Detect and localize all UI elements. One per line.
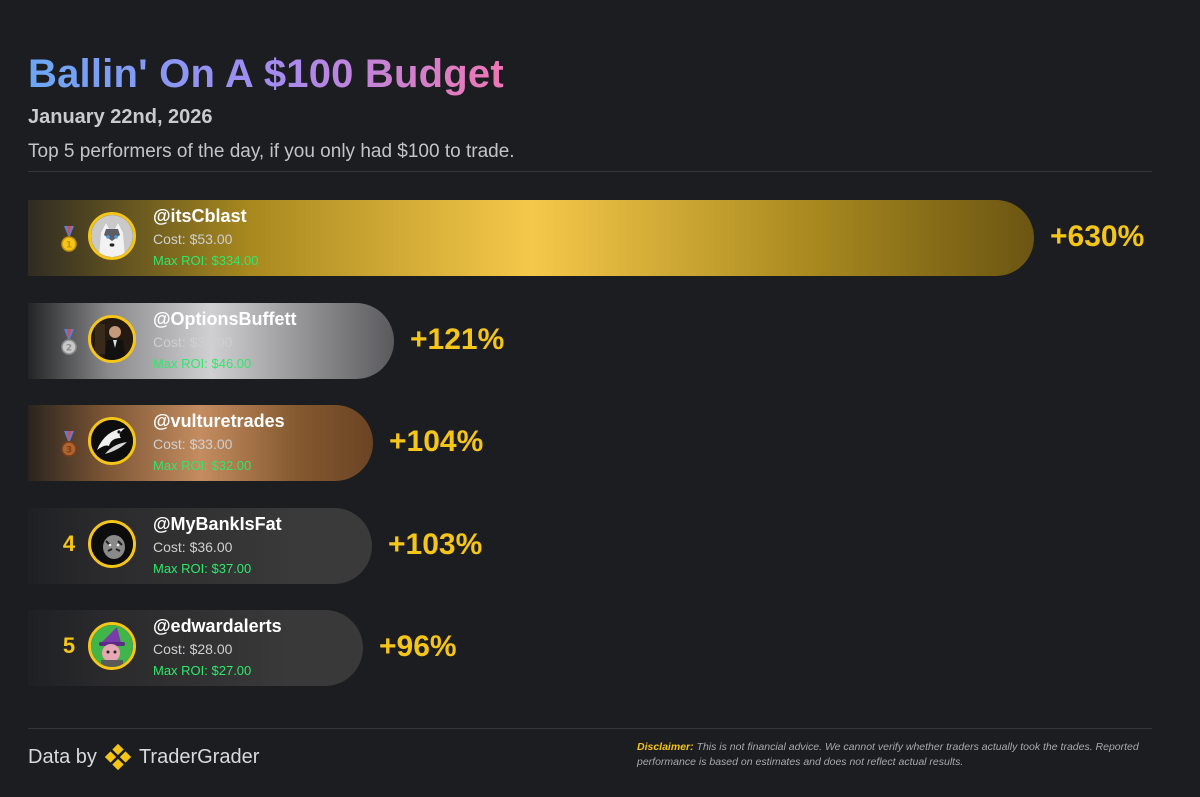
- percent-gain-label: +630%: [1050, 220, 1145, 253]
- max-roi: Max ROI: $27.00: [153, 663, 252, 678]
- header-divider: [28, 171, 1152, 172]
- eagle-avatar: [88, 417, 136, 465]
- tiger-avatar: [88, 519, 136, 568]
- bar-rank-5: [28, 610, 363, 686]
- trade-cost: Cost: $38.00: [153, 333, 233, 350]
- bar-rank-1: [28, 200, 1034, 276]
- page-subtitle: Top 5 performers of the day, if you only…: [28, 141, 515, 162]
- trader-handle: @edwardalerts: [153, 616, 282, 636]
- svg-text:1: 1: [66, 241, 72, 251]
- trader-handle: @itsCblast: [153, 206, 247, 226]
- percent-gain-label: +104%: [389, 425, 484, 458]
- svg-text:2: 2: [66, 343, 72, 353]
- trade-cost: Cost: $33.00: [153, 436, 233, 452]
- disclaimer: Disclaimer: This is not financial advice…: [637, 740, 1157, 770]
- wizard-avatar: [88, 622, 136, 670]
- report-date: January 22nd, 2026: [28, 106, 213, 128]
- husky-dog-avatar: [88, 212, 136, 260]
- leaderboard-row: 3 @vulturetrades Cost: $33.00 Max ROI: $32.…: [28, 405, 513, 481]
- trade-cost: Cost: $53.00: [153, 231, 233, 247]
- max-roi: Max ROI: $334.00: [153, 253, 259, 268]
- bar-rank-4: [28, 507, 372, 584]
- max-roi: Max ROI: $37.00: [153, 560, 252, 576]
- leaderboard-row: 5 @edwardalerts Cost: $28.00 Max ROI: $27.0…: [28, 610, 503, 686]
- svg-text:3: 3: [66, 446, 72, 456]
- trader-handle: @MyBankIsFat: [153, 513, 282, 534]
- trader-handle: @vulturetrades: [153, 411, 285, 431]
- percent-gain-label: +96%: [379, 630, 457, 663]
- disclaimer-text: This is not financial advice. We cannot …: [637, 741, 1139, 768]
- rank-number: 5: [62, 633, 76, 658]
- bronze-medal-icon: 3: [58, 431, 80, 461]
- max-roi: Max ROI: $32.00: [153, 458, 252, 473]
- data-attribution: Data by TraderGrader: [28, 744, 259, 770]
- brand-name: TraderGrader: [138, 745, 260, 768]
- trade-cost: Cost: $28.00: [153, 641, 233, 657]
- trade-cost: Cost: $36.00: [153, 538, 233, 555]
- disclaimer-label: Disclaimer:: [637, 741, 694, 753]
- leaderboard-row: 4 @MyBankIsFat Cost: $36.00 Max ROI: $37.00…: [28, 507, 512, 584]
- data-by-label: Data by: [28, 745, 97, 768]
- gold-medal-icon: 1: [58, 226, 80, 256]
- rank-number: 4: [62, 530, 76, 556]
- percent-gain-label: +103%: [388, 527, 483, 561]
- trader-handle: @OptionsBuffett: [153, 308, 297, 329]
- percent-gain-label: +121%: [410, 322, 505, 356]
- bar-rank-3: [28, 405, 373, 481]
- footer-divider: [28, 728, 1152, 729]
- max-roi: Max ROI: $46.00: [153, 355, 252, 371]
- leaderboard-row: 2 @OptionsBuffett Cost: $38.00 Max ROI: $46…: [28, 302, 534, 379]
- tradergrader-logo-icon: [104, 744, 131, 770]
- leaderboard-row: 1 @itsCblast Cost: $53.00 Max ROI: $334.00 +…: [28, 200, 1174, 276]
- silver-medal-icon: 2: [58, 328, 80, 359]
- page-title: Ballin' On A $100 Budget: [28, 52, 504, 96]
- man-in-suit-avatar: [88, 314, 136, 363]
